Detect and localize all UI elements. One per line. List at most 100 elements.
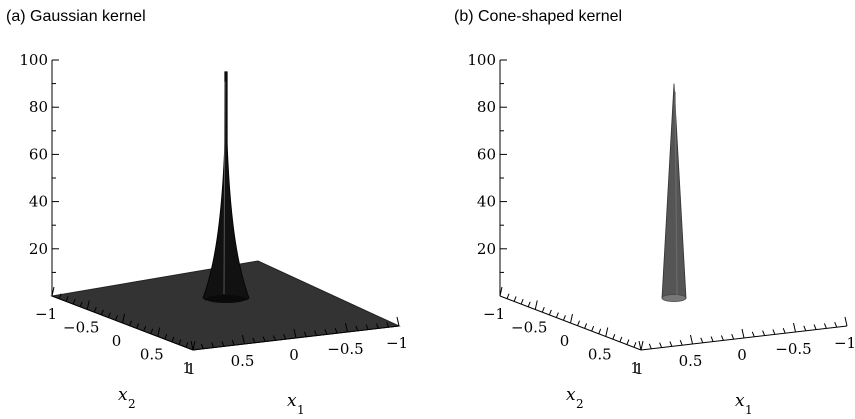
x1-tick bbox=[659, 342, 663, 348]
x2-tick bbox=[100, 309, 104, 316]
x1-tick bbox=[751, 331, 755, 337]
x1-tick bbox=[834, 322, 838, 328]
x1-tick bbox=[324, 329, 328, 335]
x1-tick-label: −1 bbox=[386, 334, 408, 352]
cone-kernel-panel: (b) Cone-shaped kernel 100 80 60 40 20 −1 −0.5… bbox=[448, 0, 855, 419]
z-tick-label: 60 bbox=[477, 145, 496, 163]
x2-tick bbox=[541, 307, 545, 313]
x1-tick bbox=[375, 323, 379, 329]
x2-tick-label: −0.5 bbox=[511, 319, 547, 337]
x2-tick bbox=[513, 296, 517, 302]
z-tick-label: 40 bbox=[477, 193, 496, 211]
x2-tick bbox=[577, 320, 581, 326]
x2-tick bbox=[136, 323, 140, 329]
cone-base bbox=[661, 294, 687, 302]
x1-tick-label: 0 bbox=[289, 346, 299, 364]
x2-tick-label: −1 bbox=[35, 305, 57, 323]
x1-tick-label: −1 bbox=[834, 334, 855, 352]
x2-tick bbox=[86, 300, 90, 310]
x1-tick bbox=[221, 341, 225, 347]
x2-tick bbox=[548, 309, 552, 316]
x1-tick bbox=[252, 337, 256, 343]
x2-tick bbox=[65, 296, 69, 302]
x1-tick bbox=[242, 334, 245, 345]
x1-tick bbox=[334, 328, 338, 334]
z-tick-label: 20 bbox=[477, 240, 496, 258]
x1-tick bbox=[200, 343, 204, 349]
x1-tick bbox=[365, 324, 369, 330]
x1-tick bbox=[262, 336, 266, 342]
x1-tick bbox=[710, 336, 714, 342]
x2-tick bbox=[520, 298, 524, 305]
x2-tick-label: 0.5 bbox=[588, 346, 612, 364]
x2-tick bbox=[640, 340, 644, 351]
x1-tick bbox=[303, 331, 307, 337]
x1-axis-label: x bbox=[735, 391, 745, 411]
x1-tick bbox=[283, 334, 287, 340]
x2-tick bbox=[534, 300, 538, 310]
x1-tick bbox=[782, 328, 786, 334]
x2-tick bbox=[633, 342, 637, 348]
x2-tick bbox=[122, 313, 125, 324]
x1-tick bbox=[386, 322, 390, 328]
x1-tick bbox=[731, 334, 735, 340]
z-tick-label: 20 bbox=[29, 240, 48, 258]
x1-tick bbox=[772, 329, 776, 335]
z-tick-label: 80 bbox=[477, 98, 496, 116]
x1-tick bbox=[762, 330, 766, 336]
x2-tick bbox=[626, 339, 630, 345]
x2-tick-label: 1 bbox=[630, 359, 640, 377]
x2-tick bbox=[499, 286, 503, 297]
x2-tick-label: −1 bbox=[483, 305, 505, 323]
x2-tick bbox=[171, 336, 175, 343]
x2-tick bbox=[178, 339, 182, 345]
x1-tick bbox=[314, 330, 318, 336]
x1-tick bbox=[679, 340, 683, 346]
x2-tick bbox=[612, 334, 616, 340]
x1-tick bbox=[741, 328, 745, 339]
x2-axis-label: x bbox=[118, 385, 128, 405]
x1-tick bbox=[648, 343, 652, 349]
x2-tick bbox=[570, 313, 573, 324]
x2-axis-label-subscript: 2 bbox=[128, 397, 136, 411]
x2-axis-label: x bbox=[566, 385, 576, 405]
x2-tick-label: 1 bbox=[182, 359, 192, 377]
gaussian-peak-highlight bbox=[223, 81, 226, 295]
panel-title: (b) Cone-shaped kernel bbox=[454, 8, 623, 25]
x2-tick bbox=[591, 325, 595, 332]
z-tick-label: 60 bbox=[29, 145, 48, 163]
x2-tick bbox=[114, 315, 118, 321]
x1-tick bbox=[293, 328, 297, 339]
x1-tick-label: −0.5 bbox=[775, 340, 811, 358]
x1-tick bbox=[720, 335, 724, 341]
x1-tick bbox=[803, 325, 807, 331]
panel-title: (a) Gaussian kernel bbox=[6, 8, 146, 25]
x2-tick bbox=[79, 301, 83, 307]
x1-tick-label: 0 bbox=[737, 346, 747, 364]
z-tick-label: 100 bbox=[467, 51, 496, 69]
x1-tick-label: −0.5 bbox=[327, 340, 363, 358]
cone-highlight bbox=[674, 91, 678, 296]
x1-tick bbox=[690, 334, 693, 345]
x1-tick bbox=[211, 342, 215, 348]
x1-tick bbox=[396, 316, 400, 327]
x1-tick bbox=[844, 316, 848, 327]
x2-tick bbox=[143, 325, 147, 332]
x2-tick-label: 0 bbox=[112, 332, 122, 350]
x2-tick bbox=[93, 307, 97, 313]
x2-tick bbox=[150, 328, 154, 334]
x2-tick bbox=[619, 336, 623, 343]
x2-tick bbox=[584, 323, 588, 329]
x2-tick bbox=[506, 293, 510, 299]
x2-tick bbox=[51, 286, 55, 297]
x2-tick bbox=[185, 342, 189, 348]
x1-tick bbox=[669, 341, 673, 347]
x2-tick bbox=[58, 293, 62, 299]
x2-tick bbox=[605, 327, 609, 337]
x1-tick bbox=[345, 322, 348, 333]
x2-tick bbox=[527, 301, 531, 307]
x1-tick-label: 0.5 bbox=[679, 352, 703, 370]
cone-surface bbox=[661, 83, 687, 299]
